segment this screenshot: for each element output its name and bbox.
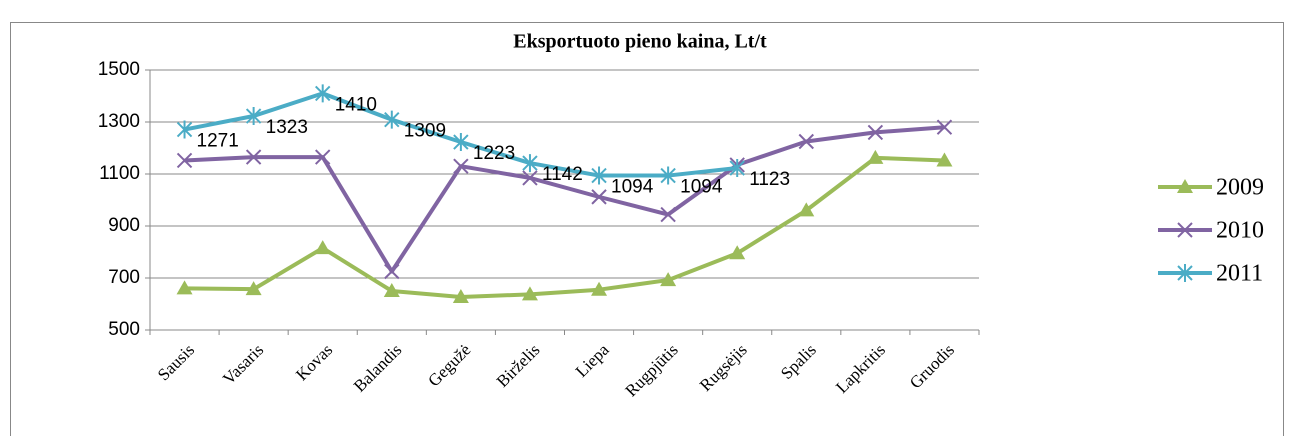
marker [383,283,400,297]
y-tick-label: 1300 [98,111,140,132]
marker [591,281,608,296]
data-label: 1223 [473,143,515,164]
y-tick-label: 1500 [98,59,140,80]
marker [591,189,607,205]
marker [176,280,193,295]
marker [936,119,953,135]
marker [798,202,815,217]
chart-title: Eksportuoto pieno kaina, Lt/t [513,31,767,53]
data-label: 1094 [611,177,654,198]
series-line [184,125,945,274]
marker [522,154,538,173]
marker [314,240,331,255]
legend-label: 2009 [1216,175,1264,201]
marker [384,110,400,129]
marker [867,149,884,164]
data-label: 1410 [335,94,377,115]
data-label: 1094 [680,177,723,198]
data-label: 1142 [542,164,583,185]
marker [384,263,400,280]
marker [1177,179,1193,193]
chart-border [10,22,1284,436]
data-label: 1323 [266,117,308,138]
marker [522,170,538,186]
marker [660,166,676,185]
series-line [184,155,945,299]
marker [315,149,331,165]
data-label: 1271 [197,131,239,152]
marker [867,124,884,141]
data-label: 1123 [749,169,790,190]
y-tick-label: 1100 [99,163,140,184]
marker [245,107,262,126]
marker [729,245,746,260]
y-tick-label: 500 [108,319,140,340]
marker [1177,264,1193,282]
marker [453,158,469,174]
marker [453,133,469,152]
y-tick-label: 700 [108,267,140,288]
marker [660,206,676,223]
marker [245,149,262,165]
y-tick-label: 900 [108,215,140,236]
marker [798,133,814,150]
legend-label: 2010 [1216,218,1264,244]
marker [452,288,469,303]
marker [936,152,953,167]
marker [660,272,677,287]
marker [521,286,538,301]
marker [315,84,331,103]
marker [1177,222,1193,238]
marker [176,152,193,169]
data-label: 1309 [404,121,446,142]
legend-label: 2011 [1216,261,1263,287]
marker [245,281,262,296]
marker [591,166,607,185]
marker [729,159,745,178]
marker [176,120,193,139]
